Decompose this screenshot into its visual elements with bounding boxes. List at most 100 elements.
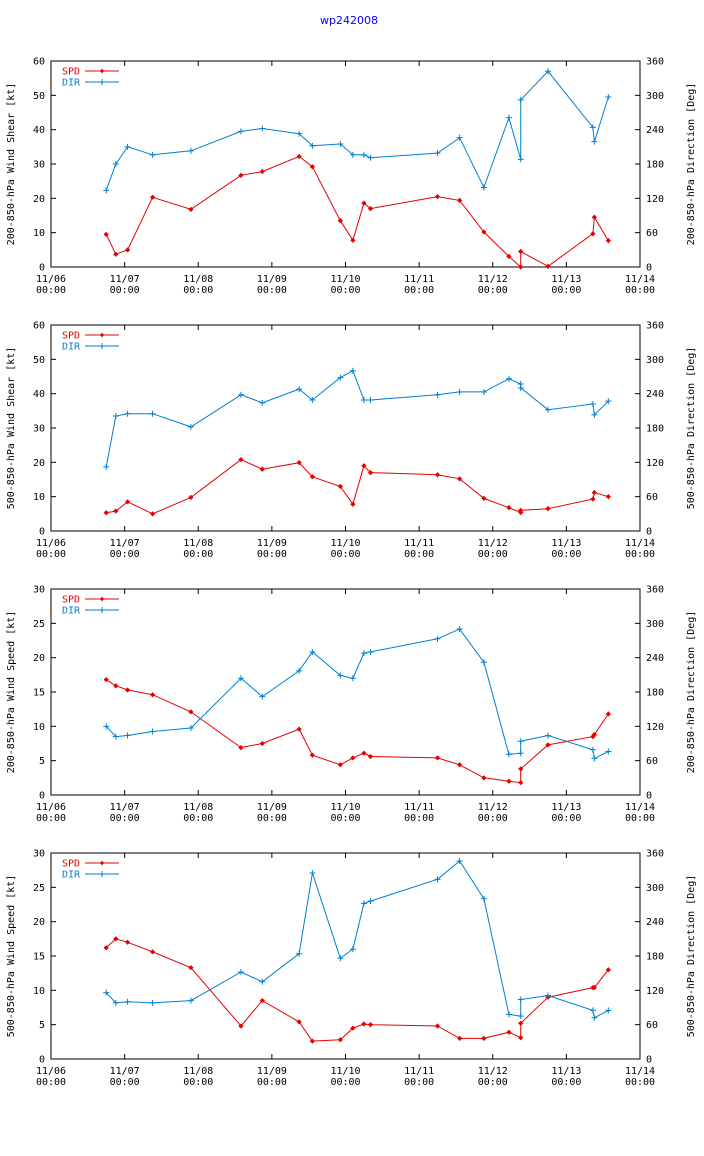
x-tick-label-date: 11/09 — [257, 274, 287, 285]
data-point-dir — [517, 996, 524, 1003]
data-point-spd — [518, 507, 524, 514]
data-point-dir — [124, 143, 131, 150]
data-point-spd — [350, 1025, 356, 1031]
x-tick-label-time: 00:00 — [36, 813, 66, 824]
y-left-tick-label: 0 — [39, 527, 45, 538]
y-right-tick-label: 60 — [646, 492, 658, 503]
data-point-dir — [296, 950, 303, 957]
data-point-dir — [349, 946, 356, 953]
data-point-dir — [367, 154, 374, 161]
y-left-tick-label: 10 — [33, 228, 45, 239]
x-tick-label-date: 11/14 — [625, 802, 655, 813]
data-point-dir — [149, 410, 156, 417]
y-left-tick-label: 15 — [33, 952, 45, 963]
y-right-axis-label: 500-850-hPa Direction [Deg] — [686, 875, 697, 1038]
data-point-dir — [187, 147, 194, 154]
x-tick-label-date: 11/08 — [183, 274, 213, 285]
data-point-spd — [309, 1038, 315, 1044]
data-point-dir — [434, 391, 441, 398]
data-point-spd — [124, 939, 131, 945]
y-left-tick-label: 40 — [33, 389, 45, 400]
x-tick-label-date: 11/06 — [36, 274, 66, 285]
data-point-spd — [506, 1029, 512, 1035]
y-right-tick-label: 180 — [646, 952, 664, 963]
data-point-dir — [337, 374, 344, 381]
data-point-dir — [505, 114, 512, 121]
y-right-tick-label: 0 — [646, 791, 652, 802]
data-point-spd — [456, 197, 463, 204]
data-point-spd — [238, 744, 244, 751]
x-tick-label-date: 11/13 — [551, 274, 581, 285]
y-left-tick-label: 30 — [33, 160, 45, 171]
data-point-spd — [518, 264, 524, 270]
data-point-spd — [259, 740, 265, 747]
data-point-dir — [589, 400, 596, 407]
x-tick-label-time: 00:00 — [330, 549, 360, 560]
data-point-spd — [296, 153, 302, 160]
series-line-spd — [105, 679, 609, 784]
y-left-tick-label: 20 — [33, 917, 45, 928]
data-point-spd — [591, 984, 597, 991]
data-point-dir — [544, 732, 551, 739]
series-line-dir — [105, 370, 609, 467]
data-point-spd — [124, 687, 131, 693]
data-point-dir — [124, 410, 131, 417]
y-right-tick-label: 180 — [646, 160, 664, 171]
data-point-spd — [545, 742, 551, 748]
data-point-spd — [149, 194, 156, 200]
data-point-spd — [456, 762, 463, 768]
data-point-spd — [591, 731, 597, 738]
data-point-dir — [517, 384, 524, 391]
data-point-dir — [605, 748, 612, 755]
legend-marker-spd — [99, 596, 105, 602]
y-right-tick-label: 60 — [646, 228, 658, 239]
data-point-spd — [591, 489, 597, 496]
data-point-dir — [456, 134, 463, 141]
y-left-axis-label: 500-850-hPa Wind Speed [kt] — [6, 875, 17, 1038]
data-point-dir — [337, 955, 344, 962]
y-left-axis-label: 500-850-hPa Wind Shear [kt] — [6, 347, 17, 510]
chart-panel-2: 010203040506006012018024030036011/0600:0… — [6, 321, 697, 561]
data-point-spd — [605, 711, 611, 717]
x-tick-label-time: 00:00 — [404, 285, 434, 296]
x-tick-label-time: 00:00 — [404, 549, 434, 560]
data-point-dir — [296, 130, 303, 137]
data-point-spd — [545, 506, 551, 512]
x-tick-label-time: 00:00 — [551, 813, 581, 824]
data-point-dir — [112, 733, 119, 740]
data-point-dir — [259, 125, 266, 132]
y-right-tick-label: 300 — [646, 883, 664, 894]
data-point-dir — [544, 406, 551, 413]
y-right-tick-label: 360 — [646, 321, 664, 332]
y-right-tick-label: 120 — [646, 458, 664, 469]
y-right-tick-label: 300 — [646, 91, 664, 102]
data-point-spd — [103, 510, 109, 516]
y-right-tick-label: 240 — [646, 653, 664, 664]
x-tick-label-date: 11/11 — [404, 274, 434, 285]
data-point-dir — [124, 732, 131, 739]
x-tick-label-date: 11/11 — [404, 538, 434, 549]
x-tick-label-time: 00:00 — [551, 285, 581, 296]
legend-label-dir: DIR — [62, 342, 81, 353]
data-point-spd — [188, 206, 194, 212]
y-left-tick-label: 25 — [33, 883, 45, 894]
x-tick-label-time: 00:00 — [257, 1077, 287, 1088]
data-point-dir — [187, 725, 194, 732]
data-point-spd — [238, 1023, 244, 1029]
x-tick-label-date: 11/09 — [257, 1066, 287, 1077]
data-point-dir — [187, 997, 194, 1004]
data-point-spd — [188, 965, 194, 971]
x-tick-label-time: 00:00 — [110, 285, 140, 296]
data-point-spd — [590, 231, 596, 237]
data-point-spd — [103, 231, 109, 238]
y-left-tick-label: 5 — [39, 756, 45, 767]
y-right-tick-label: 360 — [646, 57, 664, 68]
data-point-dir — [349, 151, 356, 158]
data-point-dir — [259, 693, 266, 700]
data-point-spd — [506, 253, 512, 259]
y-left-tick-label: 20 — [33, 458, 45, 469]
x-tick-label-date: 11/13 — [551, 802, 581, 813]
x-tick-label-time: 00:00 — [625, 549, 655, 560]
data-point-spd — [337, 483, 343, 489]
y-right-tick-label: 360 — [646, 585, 664, 596]
